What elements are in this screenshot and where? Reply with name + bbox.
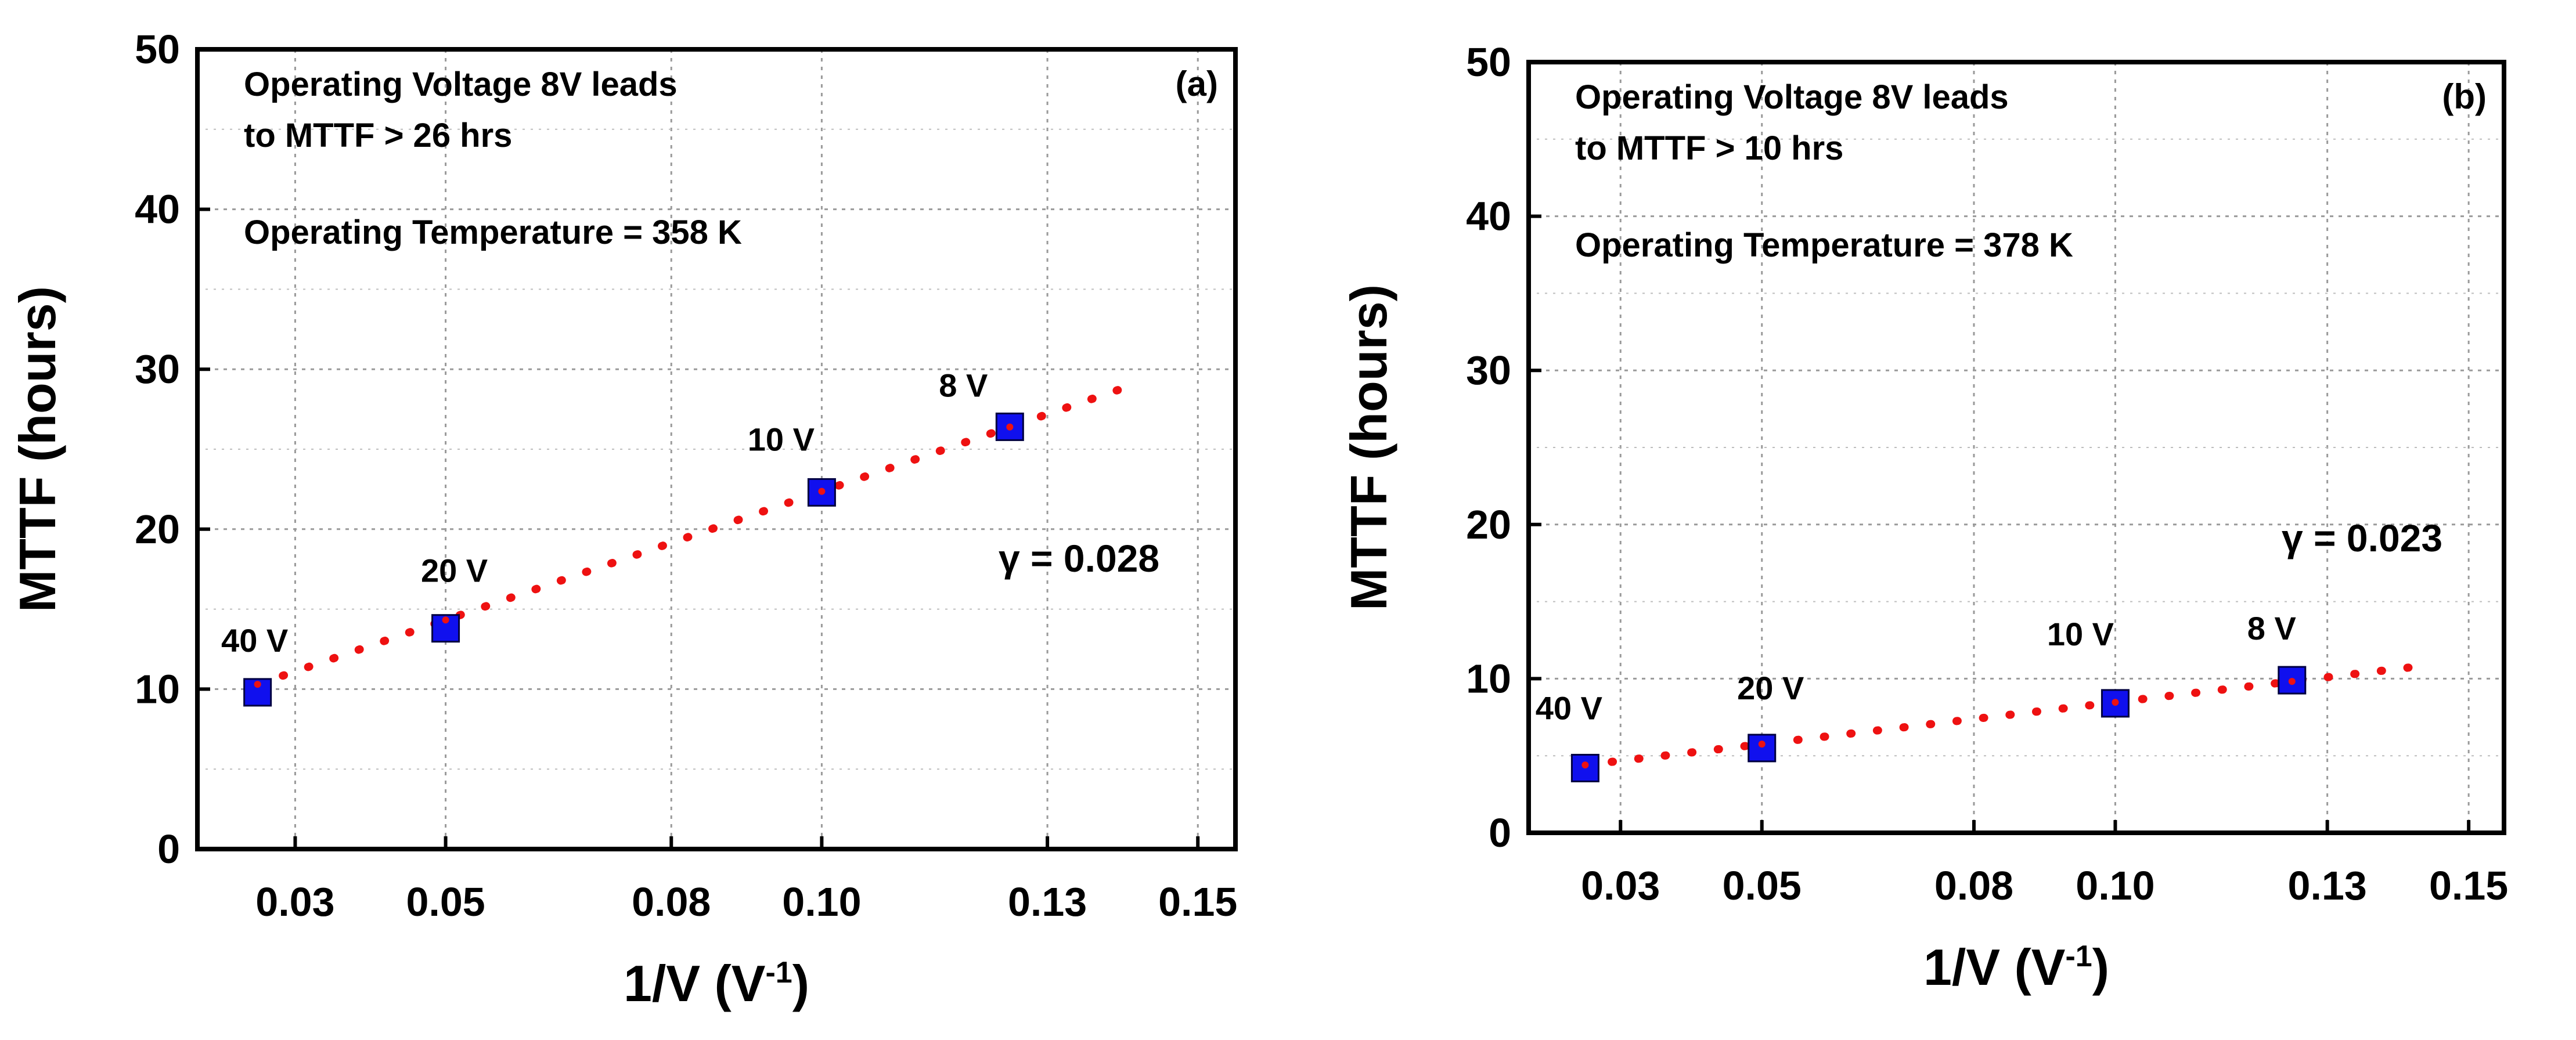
plot-frame (1526, 60, 2506, 835)
data-point (1748, 734, 1777, 763)
x-tick-label: 0.13 (2288, 863, 2367, 908)
x-tick-label: 0.08 (1934, 863, 2013, 908)
plot-frame (195, 47, 1238, 851)
y-tick-label: 30 (1466, 348, 1511, 393)
fit-dot (1581, 761, 1589, 769)
annotation-voltage: Operating Voltage 8V leads (1575, 78, 2009, 116)
fit-dot (2112, 699, 2119, 706)
y-tick-label: 10 (1466, 656, 1511, 701)
panel-label: (a) (1176, 64, 1218, 103)
fit-line (253, 384, 1127, 689)
point-label: 40 V (221, 622, 288, 659)
fit-dot (1758, 741, 1766, 748)
y-tick-label: 0 (1489, 810, 1511, 855)
point-label: 8 V (939, 367, 988, 403)
annotation-temperature: Operating Temperature = 378 K (1575, 226, 2073, 264)
annotation-mttf: to MTTF > 26 hrs (244, 117, 512, 154)
data-point (431, 614, 460, 643)
y-tick-label: 40 (135, 187, 180, 232)
y-axis-label: MTTF (hours) (1340, 284, 1397, 611)
x-tick-label: 0.13 (1008, 879, 1087, 925)
point-label: 8 V (2247, 610, 2296, 647)
point-label: 10 V (748, 421, 815, 457)
chart-panel-b: 0.03 0.05 0.08 0.10 0.13 0.15 0 10 20 30 40 50 1/V (… (1340, 39, 2508, 996)
fit-dot (1006, 423, 1014, 431)
gamma-label: γ = 0.028 (999, 537, 1159, 580)
annotation-mttf: to MTTF > 10 hrs (1575, 129, 1843, 167)
x-tick-label: 0.15 (2429, 863, 2508, 908)
y-tick-label: 20 (135, 507, 180, 552)
y-tick-label: 50 (135, 27, 180, 72)
x-tick-label: 0.05 (1723, 863, 1802, 908)
annotation-voltage: Operating Voltage 8V leads (244, 66, 678, 103)
x-tick-label: 0.10 (782, 879, 861, 925)
y-tick-label: 40 (1466, 194, 1511, 239)
x-tick-label: 0.15 (1158, 879, 1237, 925)
y-tick-label: 30 (135, 346, 180, 392)
x-tick-label: 0.03 (255, 879, 334, 925)
chart-panel-a: 0.03 0.05 0.08 0.10 0.13 0.15 0 10 20 30 40 50 1/V (… (9, 27, 1238, 1012)
fit-dot (442, 616, 449, 624)
point-label: 40 V (1536, 689, 1602, 726)
x-tick-label: 0.03 (1581, 863, 1660, 908)
x-axis-label: 1/V (V-1) (624, 955, 809, 1012)
y-tick-label: 0 (157, 826, 180, 872)
annotation-temperature: Operating Temperature = 358 K (244, 214, 742, 251)
fit-dot (2288, 678, 2296, 685)
point-label: 10 V (2047, 616, 2114, 652)
y-tick-label: 20 (1466, 502, 1511, 547)
x-tick-label: 0.08 (632, 879, 711, 925)
gamma-label: γ = 0.023 (2282, 517, 2442, 559)
point-label: 20 V (1737, 670, 1804, 706)
fit-dot (818, 488, 826, 495)
y-tick-label: 50 (1466, 39, 1511, 85)
point-label: 20 V (421, 552, 488, 589)
y-tick-label: 10 (135, 666, 180, 712)
fit-dot (254, 681, 261, 688)
panel-label: (b) (2442, 77, 2487, 116)
x-tick-label: 0.05 (406, 879, 485, 925)
x-axis-label: 1/V (V-1) (1923, 938, 2109, 996)
y-axis-label: MTTF (hours) (9, 286, 66, 612)
x-tick-label: 0.10 (2076, 863, 2155, 908)
